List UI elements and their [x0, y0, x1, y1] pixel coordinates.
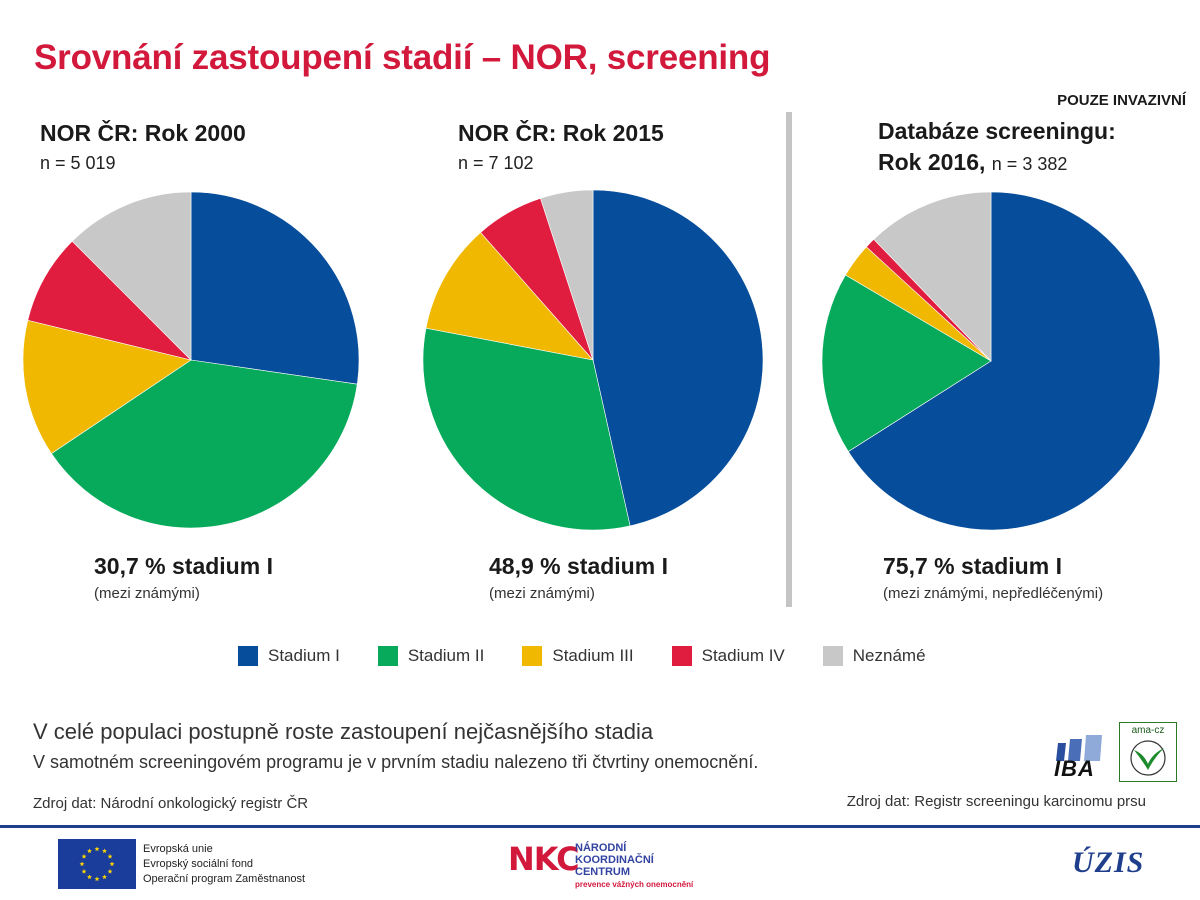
eu-flag-icon	[58, 839, 136, 889]
eu-star-icon	[109, 861, 115, 867]
pie-2-slice-unknown	[540, 189, 594, 361]
panel-3-title-line1: Databáze screeningu:	[878, 118, 1116, 144]
pie-1-slice-unknown	[71, 191, 192, 361]
legend-swatch	[671, 646, 692, 666]
panel-3-header: Databáze screeningu: Rok 2016, n = 3 382	[878, 116, 1116, 178]
eu-star-icon	[94, 846, 100, 852]
eu-line: Evropský sociální fond	[143, 858, 254, 870]
panel-2-header: NOR ČR: Rok 2015 n = 7 102	[458, 118, 664, 177]
source-left: Zdroj dat: Národní onkologický registr Č…	[33, 795, 309, 812]
pie-1-slice-stage4	[27, 240, 192, 361]
eu-star-icon	[81, 868, 87, 874]
eu-star-icon	[79, 861, 85, 867]
legend-item-stage3: Stadium III	[522, 646, 634, 666]
invasive-only-badge: POUZE INVAZIVNÍ	[1057, 92, 1186, 109]
page-title: Srovnání zastoupení stadií – NOR, screen…	[34, 38, 771, 77]
eu-star-icon	[107, 868, 113, 874]
panel-divider	[786, 112, 792, 607]
eu-star-icon	[107, 853, 113, 859]
eu-star-icon	[87, 874, 92, 880]
panel-2-stat: 48,9 % stadium I	[489, 553, 668, 579]
pie-1-slice-stage1	[190, 191, 360, 385]
legend-swatch	[377, 646, 398, 666]
nkc-mark: NKC	[508, 840, 580, 878]
panel-3-note: (mezi známými, nepředléčenými)	[883, 585, 1104, 602]
ama-cz-emblem-icon	[1130, 740, 1166, 776]
pie-chart-2	[422, 189, 764, 531]
panel-2-note: (mezi známými)	[489, 585, 595, 602]
eu-star-icon	[102, 874, 107, 880]
pie-2-slice-stage1	[592, 189, 764, 527]
eu-star-icon	[87, 848, 92, 854]
pie-1-slice-stage2	[51, 359, 358, 529]
panel-2-title: NOR ČR: Rok 2015	[458, 120, 664, 146]
nkc-text: NÁRODNÍ KOORDINAČNÍ CENTRUM prevence váž…	[575, 842, 693, 891]
pie-charts	[22, 189, 1161, 531]
legend-label: Stadium III	[552, 646, 634, 665]
legend-swatch	[822, 646, 843, 666]
pie-chart-3	[821, 191, 1161, 531]
iba-logo: IBA	[1052, 727, 1112, 782]
pie-2-slice-stage3	[425, 232, 594, 361]
legend-label: Stadium I	[268, 646, 340, 665]
footer-rule	[0, 825, 1200, 828]
panel-1-title: NOR ČR: Rok 2000	[40, 120, 246, 146]
pie-chart-1	[22, 191, 360, 529]
legend-item-stage4: Stadium IV	[671, 646, 785, 666]
eu-line: Operační program Zaměstnanost	[143, 873, 306, 885]
legend-item-stage2: Stadium II	[377, 646, 485, 666]
pie-3-slice-stage2	[821, 274, 992, 452]
legend-label: Stadium IV	[701, 646, 785, 665]
eu-line: Evropská unie	[143, 843, 213, 855]
legend-item-unknown: Neznámé	[822, 646, 926, 666]
eu-text: Evropská unie Evropský sociální fond Ope…	[143, 842, 305, 887]
panel-1-stat: 30,7 % stadium I	[94, 553, 273, 579]
message-line-1: V celé populaci postupně roste zastoupen…	[33, 719, 654, 744]
panel-1-note: (mezi známými)	[94, 585, 200, 602]
panel-3-title-line2: Rok 2016,	[878, 149, 986, 175]
pie-1-slice-stage3	[22, 319, 192, 454]
ama-cz-text: ama-cz	[1131, 725, 1165, 736]
nkc-subtitle: prevence vážných onemocnění	[575, 880, 694, 889]
nkc-line: CENTRUM	[575, 866, 630, 878]
pie-3-slice-unknown	[873, 191, 992, 362]
eu-star-icon	[94, 876, 100, 882]
eu-star-icon	[81, 853, 87, 859]
source-right: Zdroj dat: Registr screeningu karcinomu …	[846, 793, 1146, 810]
chart-legend: Stadium I Stadium II Stadium III Stadium…	[238, 646, 926, 666]
nkc-line: NÁRODNÍ	[575, 842, 627, 854]
ama-cz-logo: ama-cz	[1119, 722, 1177, 782]
eu-star-icon	[102, 848, 107, 854]
panel-1-n: n = 5 019	[40, 153, 116, 173]
iba-text: IBA	[1054, 756, 1095, 781]
panel-2-n: n = 7 102	[458, 153, 534, 173]
legend-label: Neznámé	[852, 646, 926, 665]
message-line-2: V samotném screeningovém programu je v p…	[33, 752, 759, 772]
pie-2-slice-stage2	[422, 327, 631, 531]
panel-3-stat: 75,7 % stadium I	[883, 553, 1062, 579]
legend-swatch	[522, 646, 543, 666]
legend-swatch	[238, 646, 258, 666]
legend-item-stage1: Stadium I	[238, 646, 340, 666]
legend-label: Stadium II	[407, 646, 485, 665]
panel-1-header: NOR ČR: Rok 2000 n = 5 019	[40, 118, 246, 177]
uzis-logo: ÚZIS	[1072, 846, 1145, 879]
pie-3-slice-stage1	[847, 191, 1161, 531]
nkc-line: KOORDINAČNÍ	[575, 854, 654, 866]
panel-3-n: n = 3 382	[991, 154, 1068, 174]
iba-bars-icon	[1056, 735, 1102, 761]
